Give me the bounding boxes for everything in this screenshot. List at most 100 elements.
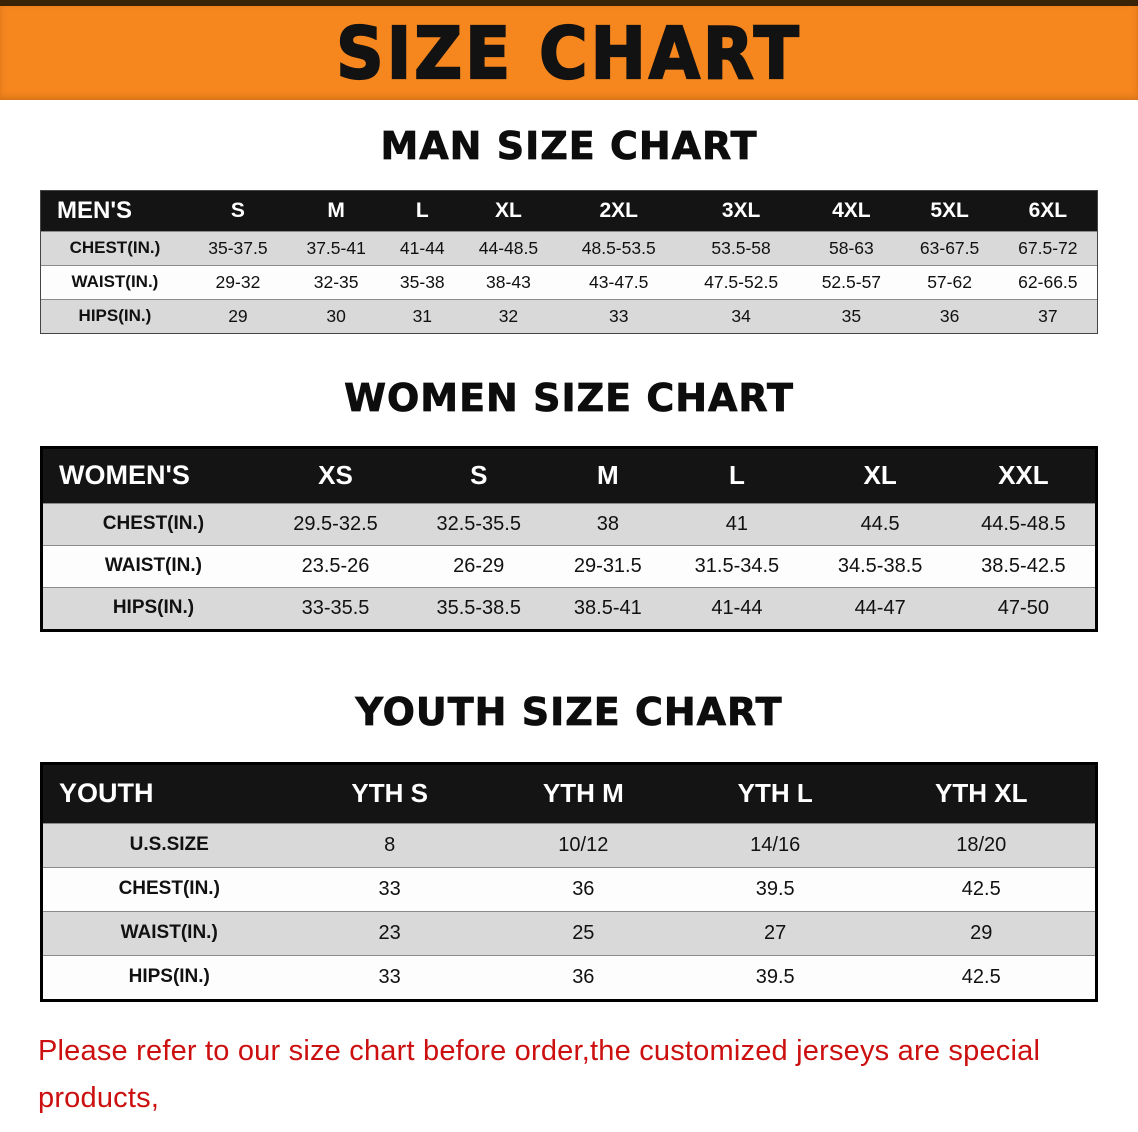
youth-section-heading: YOUTH SIZE CHART <box>355 690 783 735</box>
value-cell: 47.5-52.5 <box>679 264 803 299</box>
value-cell: 35.5-38.5 <box>407 586 551 629</box>
size-header-cell: L <box>665 449 809 503</box>
women-section-heading: WOMEN SIZE CHART <box>344 376 794 421</box>
table-title-cell: YOUTH <box>43 765 296 823</box>
value-cell: 35 <box>802 298 901 333</box>
size-header-cell: XS <box>263 449 408 503</box>
disclaimer-line-1: Please refer to our size chart before or… <box>38 1035 1041 1114</box>
row-label-cell: WAIST(IN.) <box>43 910 296 955</box>
value-cell: 44.5 <box>808 502 952 545</box>
value-cell: 37.5-41 <box>287 230 386 265</box>
value-cell: 38 <box>550 502 666 545</box>
value-cell: 62-66.5 <box>998 264 1097 299</box>
value-cell: 39.5 <box>682 866 868 911</box>
value-cell: 38-43 <box>459 264 558 299</box>
value-cell: 33 <box>295 866 484 911</box>
row-label-cell: CHEST(IN.) <box>43 502 264 545</box>
value-cell: 18/20 <box>867 822 1095 867</box>
size-header-cell: YTH L <box>682 765 868 823</box>
value-cell: 58-63 <box>802 230 901 265</box>
value-cell: 27 <box>682 910 868 955</box>
disclaimer: Please refer to our size chart before or… <box>38 1028 1100 1132</box>
size-header-cell: YTH XL <box>867 765 1095 823</box>
size-table: YOUTH YTH S YTH M YTH L YTH XL U.S.SIZE 8 10/12… <box>43 765 1095 999</box>
size-table: WOMEN'S XS S M L XL XXL CHEST(IN.) 29.5-32.5 32.5… <box>43 449 1095 629</box>
value-cell: 29-31.5 <box>550 544 666 587</box>
table-row: CHEST(IN.) 33 36 39.5 42.5 <box>43 866 1095 911</box>
row-label-cell: CHEST(IN.) <box>41 230 189 265</box>
value-cell: 41-44 <box>665 586 809 629</box>
value-cell: 29-32 <box>188 264 288 299</box>
value-cell: 37 <box>998 298 1097 333</box>
row-label-cell: U.S.SIZE <box>43 822 296 867</box>
value-cell: 67.5-72 <box>998 230 1097 265</box>
size-header-cell: 3XL <box>679 191 803 231</box>
value-cell: 36 <box>900 298 999 333</box>
value-cell: 29 <box>188 298 288 333</box>
youth-section: YOUTH SIZE CHART YOUTH YTH S YTH M YTH L YTH… <box>0 690 1138 1002</box>
value-cell: 41-44 <box>385 230 460 265</box>
disclaimer-line-2: we don't accept cancel, change, teturn o… <box>38 1122 1100 1132</box>
size-header-cell: XXL <box>951 449 1095 503</box>
value-cell: 57-62 <box>900 264 999 299</box>
value-cell: 30 <box>287 298 386 333</box>
table-row: WAIST(IN.) 23 25 27 29 <box>43 910 1095 955</box>
table-row: HIPS(IN.) 29 30 31 32 33 34 35 36 37 <box>41 298 1097 333</box>
table-row: HIPS(IN.) 33 36 39.5 42.5 <box>43 954 1095 999</box>
youth-size-table: YOUTH YTH S YTH M YTH L YTH XL U.S.SIZE 8 10/12… <box>40 762 1098 1002</box>
table-row: U.S.SIZE 8 10/12 14/16 18/20 <box>43 822 1095 867</box>
table-row: WAIST(IN.) 29-32 32-35 35-38 38-43 43-47.5 47.… <box>41 264 1097 299</box>
value-cell: 26-29 <box>407 544 551 587</box>
men-section: MAN SIZE CHART MEN'S S M L XL 2XL 3XL 4XL 5XL 6XL… <box>0 124 1138 334</box>
value-cell: 31 <box>385 298 460 333</box>
size-header-cell: 2XL <box>557 191 680 231</box>
value-cell: 34.5-38.5 <box>808 544 952 587</box>
size-header-cell: XL <box>808 449 952 503</box>
size-header-cell: S <box>188 191 288 231</box>
value-cell: 42.5 <box>867 954 1095 999</box>
women-section: WOMEN SIZE CHART WOMEN'S XS S M L XL XXL CHEST(… <box>0 376 1138 632</box>
value-cell: 33 <box>557 298 680 333</box>
value-cell: 48.5-53.5 <box>557 230 680 265</box>
table-row: WAIST(IN.) 23.5-26 26-29 29-31.5 31.5-34.5 34… <box>43 544 1095 587</box>
size-header-cell: 4XL <box>802 191 901 231</box>
value-cell: 44.5-48.5 <box>951 502 1095 545</box>
value-cell: 32 <box>459 298 558 333</box>
value-cell: 33 <box>295 954 484 999</box>
value-cell: 29.5-32.5 <box>263 502 408 545</box>
size-table: MEN'S S M L XL 2XL 3XL 4XL 5XL 6XL CHEST(IN.) 35-37… <box>41 191 1097 333</box>
value-cell: 63-67.5 <box>900 230 999 265</box>
value-cell: 25 <box>483 910 683 955</box>
value-cell: 35-38 <box>385 264 460 299</box>
table-row: HIPS(IN.) 33-35.5 35.5-38.5 38.5-41 41-44 44-… <box>43 586 1095 629</box>
value-cell: 38.5-41 <box>550 586 666 629</box>
size-header-cell: 5XL <box>900 191 999 231</box>
women-size-table: WOMEN'S XS S M L XL XXL CHEST(IN.) 29.5-32.5 32.5… <box>40 446 1098 632</box>
size-header-cell: S <box>407 449 551 503</box>
value-cell: 31.5-34.5 <box>665 544 809 587</box>
table-row: CHEST(IN.) 35-37.5 37.5-41 41-44 44-48.5 48.5… <box>41 230 1097 265</box>
page-title: SIZE CHART <box>335 10 802 95</box>
value-cell: 34 <box>679 298 803 333</box>
size-header-cell: XL <box>459 191 558 231</box>
size-header-cell: M <box>287 191 386 231</box>
size-header-cell: YTH M <box>483 765 683 823</box>
table-title-cell: WOMEN'S <box>43 449 264 503</box>
value-cell: 14/16 <box>682 822 868 867</box>
value-cell: 23 <box>295 910 484 955</box>
row-label-cell: WAIST(IN.) <box>43 544 264 587</box>
value-cell: 39.5 <box>682 954 868 999</box>
value-cell: 23.5-26 <box>263 544 408 587</box>
value-cell: 29 <box>867 910 1095 955</box>
table-row: CHEST(IN.) 29.5-32.5 32.5-35.5 38 41 44.5 44.5… <box>43 502 1095 545</box>
value-cell: 41 <box>665 502 809 545</box>
value-cell: 36 <box>483 866 683 911</box>
value-cell: 33-35.5 <box>263 586 408 629</box>
value-cell: 8 <box>295 822 484 867</box>
size-header-cell: 6XL <box>998 191 1097 231</box>
size-header-cell: L <box>385 191 460 231</box>
men-size-table: MEN'S S M L XL 2XL 3XL 4XL 5XL 6XL CHEST(IN.) 35-37… <box>40 190 1098 334</box>
value-cell: 47-50 <box>951 586 1095 629</box>
banner: SIZE CHART <box>0 0 1138 100</box>
